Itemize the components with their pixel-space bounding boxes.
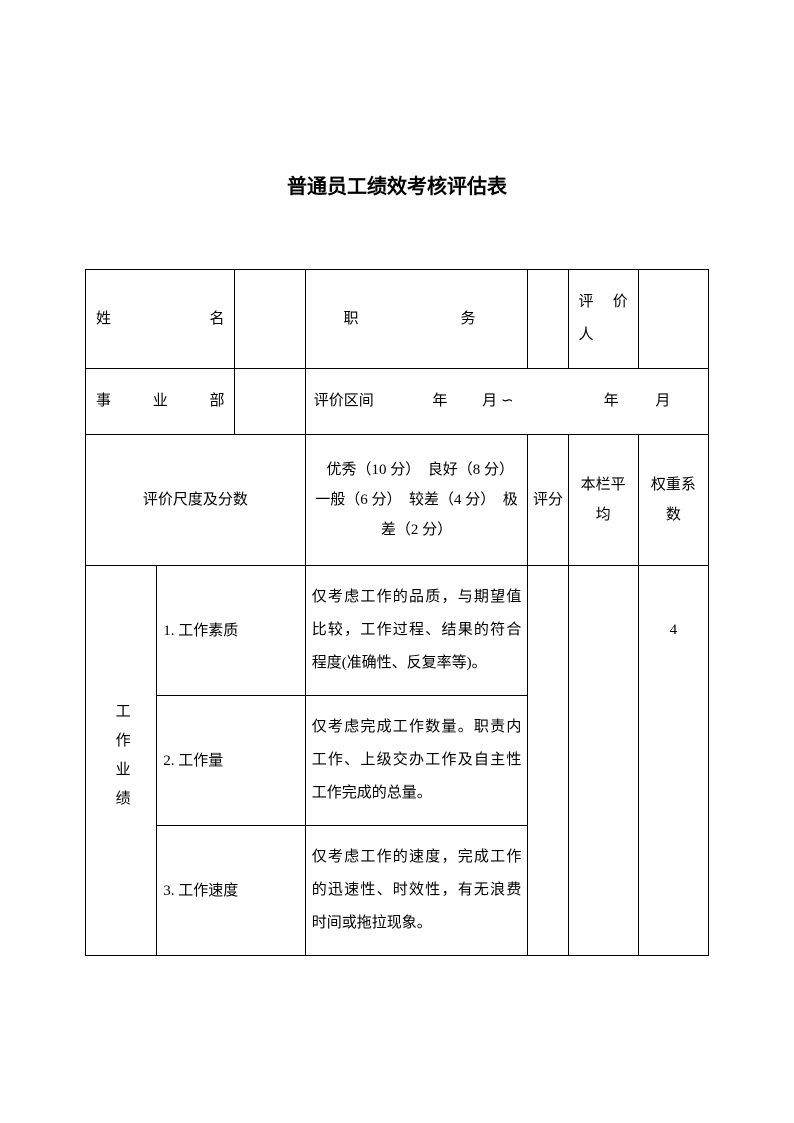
page-title: 普通员工绩效考核评估表 — [85, 170, 709, 199]
scale-header-row: 评价尺度及分数 优秀（10 分） 良好（8 分） 一般（6 分） 较差（4 分）… — [86, 435, 709, 566]
month1-label: 月 — [451, 385, 497, 418]
avg-cell — [568, 566, 638, 956]
position-label: 职 务 — [305, 270, 528, 369]
score-cell — [528, 566, 568, 956]
header-row-2: 事 业 部 评价区间 年 月 ∽ 年 月 — [86, 369, 709, 435]
header-row-1: 姓 名 职 务 评 价 人 — [86, 270, 709, 369]
category-title: 工作业绩 — [86, 566, 157, 956]
item2-label: 2. 工作量 — [157, 696, 305, 826]
period-label: 评价区间 — [314, 385, 394, 418]
scale-label: 评价尺度及分数 — [86, 435, 306, 566]
department-label: 事 业 部 — [86, 369, 235, 435]
department-value — [235, 369, 305, 435]
month2-label: 月 — [622, 385, 670, 418]
score-label: 评分 — [528, 435, 568, 566]
year1-label: 年 — [397, 385, 447, 418]
name-label: 姓 名 — [86, 270, 235, 369]
wave-symbol: ∽ — [501, 385, 519, 418]
avg-label: 本栏平均 — [568, 435, 638, 566]
item3-desc: 仅考虑工作的速度，完成工作的迅速性、时效性，有无浪费时间或拖拉现象。 — [305, 826, 528, 956]
item-row-1: 工作业绩 1. 工作素质 仅考虑工作的品质，与期望值比较，工作过程、结果的符合程… — [86, 566, 709, 696]
scale-text: 优秀（10 分） 良好（8 分） 一般（6 分） 较差（4 分） 极差（2 分） — [305, 435, 528, 566]
eval-period-cell: 评价区间 年 月 ∽ 年 月 — [305, 369, 708, 435]
name-value — [235, 270, 305, 369]
weight-label: 权重系数 — [638, 435, 708, 566]
item3-label: 3. 工作速度 — [157, 826, 305, 956]
evaluation-table: 姓 名 职 务 评 价 人 事 业 部 评价区间 年 月 ∽ 年 月 评价尺度及… — [85, 269, 709, 956]
weight-value: 4 — [638, 566, 708, 696]
evaluator-value — [638, 270, 708, 369]
item1-desc: 仅考虑工作的品质，与期望值比较，工作过程、结果的符合程度(准确性、反复率等)。 — [305, 566, 528, 696]
item1-label: 1. 工作素质 — [157, 566, 305, 696]
item2-desc: 仅考虑完成工作数量。职责内工作、上级交办工作及自主性工作完成的总量。 — [305, 696, 528, 826]
position-value — [528, 270, 568, 369]
weight-cell-3 — [638, 826, 708, 956]
year2-label: 年 — [523, 385, 619, 418]
evaluator-label: 评 价 人 — [568, 270, 638, 369]
weight-cell-2 — [638, 696, 708, 826]
